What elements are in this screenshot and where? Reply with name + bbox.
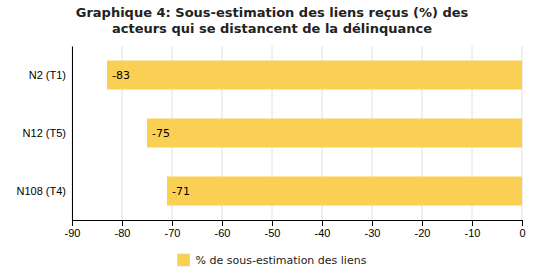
y-tick: N2 (T1) <box>29 69 72 81</box>
x-tick-label: -10 <box>465 227 481 239</box>
x-tick-label: 0 <box>519 227 525 239</box>
x-tick-label: -90 <box>65 227 81 239</box>
x-tick-label: -70 <box>165 227 181 239</box>
y-tick-label: N2 (T1) <box>29 69 66 81</box>
x-axis: -90 -80 -70 -60 -50 -40 -30 -20 -10 0 <box>65 220 526 239</box>
x-tick: -80 <box>115 220 131 239</box>
x-tick-mark <box>322 220 323 226</box>
y-tick: N108 (T4) <box>16 185 72 197</box>
title-line: Graphique 4: Sous-estimation des liens r… <box>76 5 469 20</box>
y-tick-label: N12 (T5) <box>23 127 66 139</box>
x-tick: -20 <box>415 220 431 239</box>
legend: % de sous-estimation des liens <box>178 254 367 267</box>
bar <box>167 177 522 206</box>
x-tick-mark <box>122 220 123 226</box>
bars <box>107 61 522 206</box>
x-tick-label: -50 <box>265 227 281 239</box>
bar <box>107 61 522 90</box>
x-tick-label: -60 <box>215 227 231 239</box>
data-label: -83 <box>112 69 130 82</box>
data-labels: -71 -75 -83 <box>112 69 190 198</box>
x-tick-mark <box>522 220 523 226</box>
chart: Graphique 4: Sous-estimation des liens r… <box>0 0 544 274</box>
x-tick-mark <box>472 220 473 226</box>
x-tick-mark <box>72 220 73 226</box>
x-tick-label: -20 <box>415 227 431 239</box>
x-tick: -60 <box>215 220 231 239</box>
x-axis-line <box>73 221 523 227</box>
title: Graphique 4: Sous-estimation des liens r… <box>76 5 469 36</box>
x-tick: -70 <box>165 220 181 239</box>
x-tick: -90 <box>65 220 81 239</box>
y-tick-label: N108 (T4) <box>16 185 66 197</box>
x-tick-mark <box>272 220 273 226</box>
x-tick-label: -80 <box>115 227 131 239</box>
x-tick-label: -40 <box>315 227 331 239</box>
bar <box>147 119 522 148</box>
x-tick-mark <box>372 220 373 226</box>
y-tick: N12 (T5) <box>23 127 72 139</box>
grid-line <box>72 46 73 220</box>
legend-swatch <box>178 254 190 266</box>
plot: -90 -80 -70 -60 -50 -40 -30 -20 -10 0 N108 (T4) N12… <box>16 46 525 239</box>
y-axis: N108 (T4) N12 (T5) N2 (T1) <box>16 47 72 221</box>
data-label: -75 <box>152 127 170 140</box>
title-line: acteurs qui se distancent de la délinqua… <box>112 21 432 36</box>
grid <box>72 46 522 220</box>
x-tick: -30 <box>365 220 381 239</box>
legend-item: % de sous-estimation des liens <box>178 254 367 267</box>
x-tick: -50 <box>265 220 281 239</box>
x-tick: -10 <box>465 220 481 239</box>
legend-label: % de sous-estimation des liens <box>196 254 367 267</box>
x-tick: 0 <box>519 220 525 239</box>
y-axis-line <box>72 47 73 221</box>
x-tick-label: -30 <box>365 227 381 239</box>
x-tick-mark <box>222 220 223 226</box>
x-tick-mark <box>172 220 173 226</box>
x-tick: -40 <box>315 220 331 239</box>
x-tick-mark <box>422 220 423 226</box>
data-label: -71 <box>172 185 190 198</box>
